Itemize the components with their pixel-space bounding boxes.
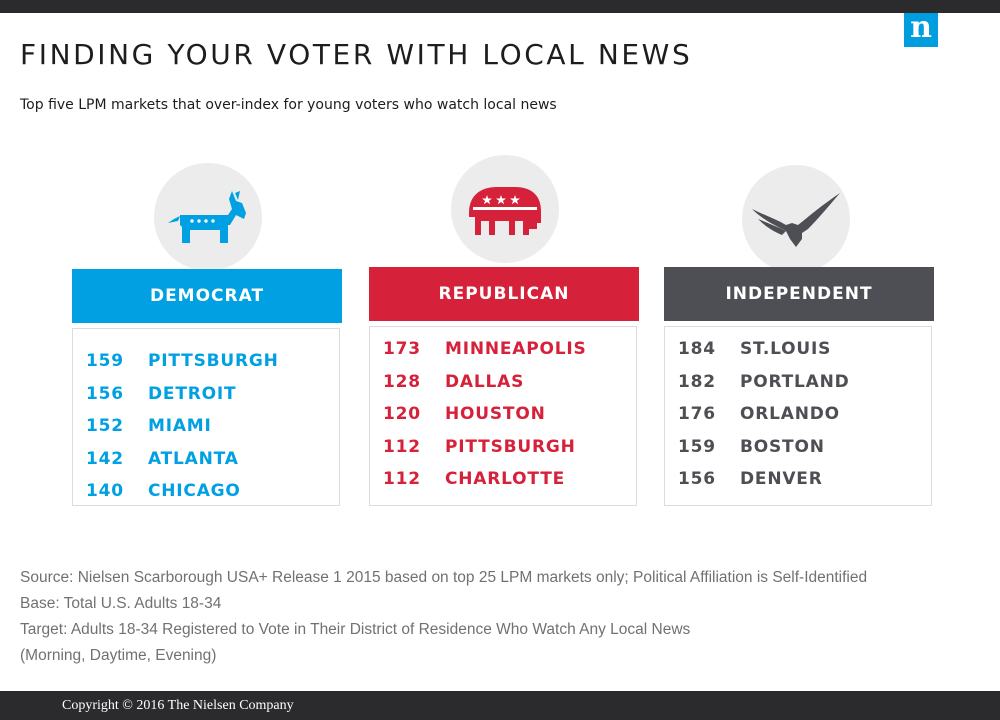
table-row: 142 ATLANTA bbox=[73, 443, 339, 476]
index-value: 156 bbox=[86, 383, 124, 404]
table-row: 120 HOUSTON bbox=[370, 398, 636, 431]
market-name: DENVER bbox=[740, 469, 823, 490]
elephant-icon bbox=[451, 155, 559, 263]
source-line: Source: Nielsen Scarborough USA+ Release… bbox=[20, 569, 868, 586]
republican-list: 173 MINNEAPOLIS 128 DALLAS 120 HOUSTON 1… bbox=[369, 326, 637, 506]
market-name: PITTSBURGH bbox=[445, 436, 576, 457]
market-name: DETROIT bbox=[148, 383, 237, 404]
market-name: DALLAS bbox=[445, 371, 525, 392]
market-name: CHICAGO bbox=[148, 481, 241, 502]
market-name: MINNEAPOLIS bbox=[445, 339, 587, 360]
index-value: 140 bbox=[86, 481, 124, 502]
market-name: BOSTON bbox=[740, 436, 825, 457]
table-row: 159 BOSTON bbox=[665, 431, 931, 464]
market-name: ST.LOUIS bbox=[740, 339, 832, 360]
top-bar bbox=[0, 0, 1000, 13]
table-row: 112 CHARLOTTE bbox=[370, 463, 636, 496]
market-name: ATLANTA bbox=[148, 448, 239, 469]
table-row: 173 MINNEAPOLIS bbox=[370, 333, 636, 366]
republican-header: REPUBLICAN bbox=[369, 267, 639, 321]
market-name: HOUSTON bbox=[445, 404, 546, 425]
index-value: 142 bbox=[86, 448, 124, 469]
index-value: 176 bbox=[678, 404, 716, 425]
nielsen-logo: n bbox=[904, 13, 938, 47]
page-subtitle: Top five LPM markets that over-index for… bbox=[20, 97, 557, 113]
footer-bar: Copyright © 2016 The Nielsen Company bbox=[0, 691, 1000, 720]
table-row: 182 PORTLAND bbox=[665, 366, 931, 399]
base-line: Base: Total U.S. Adults 18-34 bbox=[20, 595, 222, 612]
index-value: 112 bbox=[383, 469, 421, 490]
index-value: 120 bbox=[383, 404, 421, 425]
copyright-text: Copyright © 2016 The Nielsen Company bbox=[62, 698, 294, 713]
index-value: 159 bbox=[678, 436, 716, 457]
index-value: 128 bbox=[383, 371, 421, 392]
index-value: 152 bbox=[86, 416, 124, 437]
market-name: PITTSBURGH bbox=[148, 351, 279, 372]
index-value: 182 bbox=[678, 371, 716, 392]
index-value: 173 bbox=[383, 339, 421, 360]
table-row: 176 ORLANDO bbox=[665, 398, 931, 431]
index-value: 184 bbox=[678, 339, 716, 360]
market-name: CHARLOTTE bbox=[445, 469, 566, 490]
table-row: 159 PITTSBURGH bbox=[73, 345, 339, 378]
market-name: ORLANDO bbox=[740, 404, 840, 425]
index-value: 156 bbox=[678, 469, 716, 490]
table-row: 156 DETROIT bbox=[73, 378, 339, 411]
independent-list: 184 ST.LOUIS 182 PORTLAND 176 ORLANDO 15… bbox=[664, 326, 932, 506]
index-value: 112 bbox=[383, 436, 421, 457]
donkey-icon bbox=[154, 163, 262, 271]
democrat-header: DEMOCRAT bbox=[72, 269, 342, 323]
index-value: 159 bbox=[86, 351, 124, 372]
independent-header: INDEPENDENT bbox=[664, 267, 934, 321]
table-row: 128 DALLAS bbox=[370, 366, 636, 399]
table-row: 140 CHICAGO bbox=[73, 475, 339, 508]
table-row: 112 PITTSBURGH bbox=[370, 431, 636, 464]
eagle-icon bbox=[742, 165, 850, 273]
page-title: FINDING YOUR VOTER WITH LOCAL NEWS bbox=[20, 38, 693, 71]
source-notes: Source: Nielsen Scarborough USA+ Release… bbox=[20, 565, 867, 669]
market-name: MIAMI bbox=[148, 416, 212, 437]
table-row: 156 DENVER bbox=[665, 463, 931, 496]
market-name: PORTLAND bbox=[740, 371, 850, 392]
target-line: Target: Adults 18-34 Registered to Vote … bbox=[20, 621, 691, 638]
table-row: 152 MIAMI bbox=[73, 410, 339, 443]
table-row: 184 ST.LOUIS bbox=[665, 333, 931, 366]
democrat-list: 159 PITTSBURGH 156 DETROIT 152 MIAMI 142… bbox=[72, 328, 340, 506]
target-detail-line: (Morning, Daytime, Evening) bbox=[20, 647, 217, 664]
